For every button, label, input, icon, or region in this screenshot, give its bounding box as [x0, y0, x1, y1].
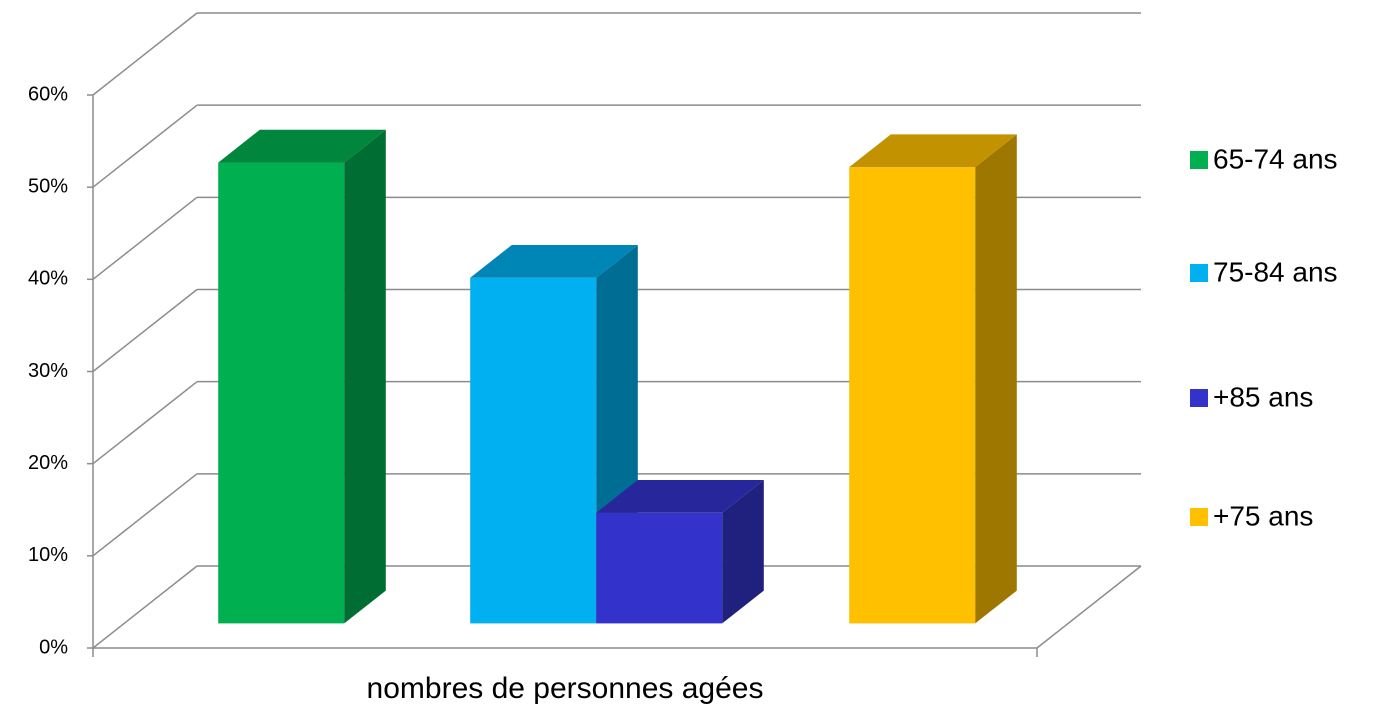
- bar: [596, 512, 723, 624]
- grid-line: [92, 473, 198, 557]
- floor-edge: [1036, 565, 1142, 649]
- bar: [218, 162, 345, 624]
- y-tick-label: 10%: [28, 544, 68, 566]
- bar-top: [596, 480, 764, 513]
- y-tick-label: 20%: [28, 452, 68, 474]
- grid-line: [92, 12, 198, 96]
- grid-line: [92, 288, 198, 373]
- bar: [470, 277, 597, 624]
- y-tick-label: 0%: [39, 636, 68, 658]
- legend-swatch: [1190, 264, 1208, 282]
- y-tick-label: 60%: [28, 83, 68, 105]
- x-axis-label: nombres de personnes agées: [367, 672, 764, 705]
- bar-top: [218, 129, 386, 163]
- legend-label: 75-84 ans: [1213, 256, 1338, 287]
- bar-side: [975, 134, 1017, 624]
- legend-swatch: [1190, 508, 1208, 526]
- y-tick-label: 30%: [28, 360, 68, 382]
- y-tick-label: 40%: [28, 268, 68, 290]
- y-tick-label: 50%: [28, 175, 68, 197]
- bar-top: [849, 134, 1017, 168]
- grid-line: [92, 104, 198, 188]
- legend-swatch: [1190, 389, 1208, 407]
- legend-label: +85 ans: [1213, 381, 1313, 412]
- bar: [849, 167, 976, 624]
- grid-line: [92, 196, 198, 280]
- bar-side: [344, 129, 386, 624]
- legend-label: +75 ans: [1213, 500, 1313, 531]
- grid-line: [92, 565, 198, 649]
- bar-top: [470, 244, 638, 278]
- bar-side: [722, 480, 764, 624]
- legend-swatch: [1190, 151, 1208, 169]
- legend-label: 65-74 ans: [1213, 143, 1338, 174]
- grid-line: [92, 381, 198, 465]
